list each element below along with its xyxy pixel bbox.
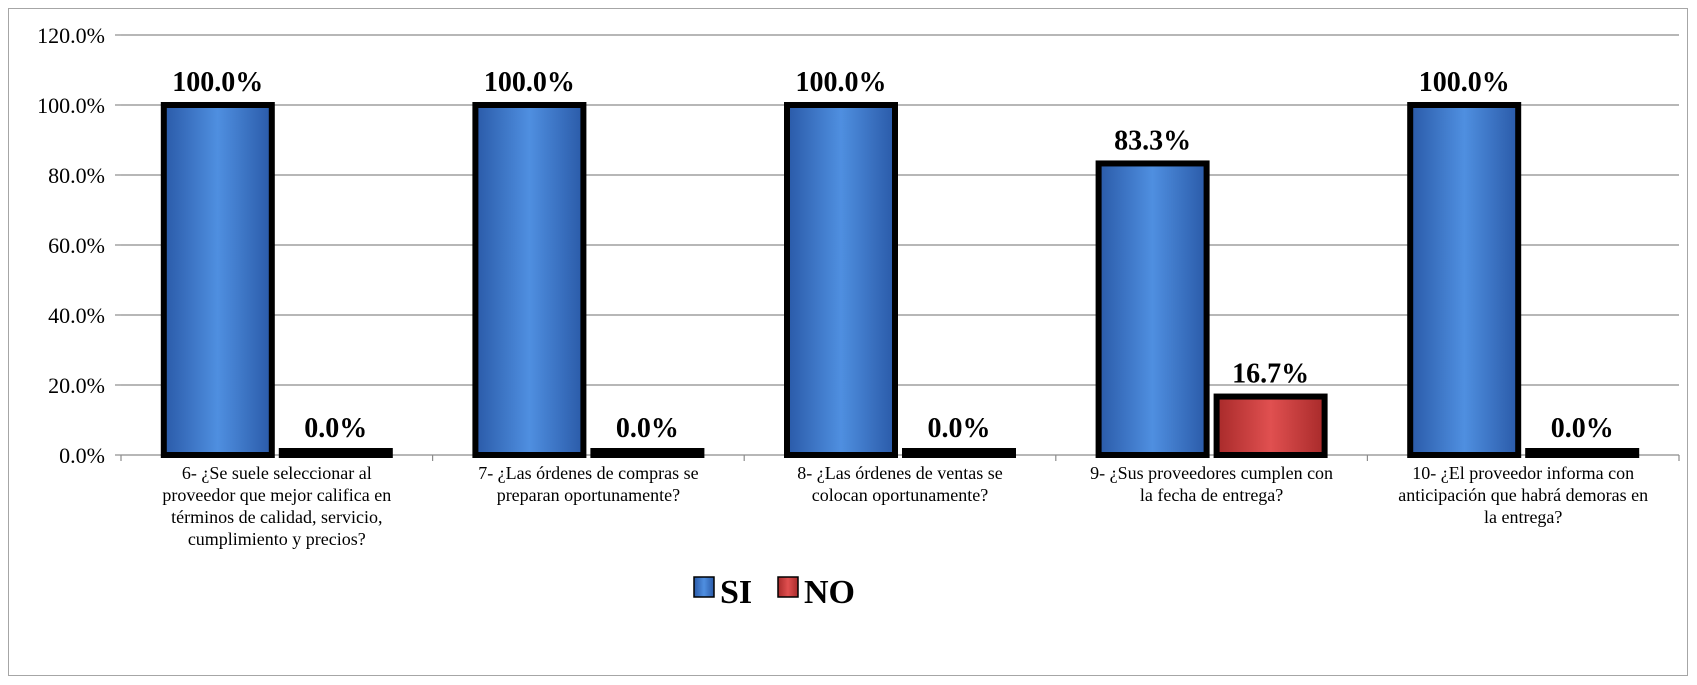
- bar-si-4: [1095, 160, 1210, 458]
- bar-no-2: [590, 448, 705, 458]
- y-tick-label: 80.0%: [48, 163, 105, 188]
- bar-si-2: [472, 102, 587, 458]
- data-label-no-5: 0.0%: [1551, 413, 1614, 444]
- data-label-si-4: 83.3%: [1114, 125, 1191, 156]
- bar-si-3: [784, 102, 898, 458]
- x-category-label: 8- ¿Las órdenes de ventas se colocan opor…: [797, 463, 1002, 505]
- data-label-si-1: 100.0%: [172, 67, 263, 98]
- bar-no-1: [278, 448, 393, 458]
- bar-no-3: [902, 448, 1016, 458]
- y-tick-label: 0.0%: [59, 443, 105, 468]
- bar-no-4: [1213, 393, 1328, 458]
- y-tick-label: 60.0%: [48, 233, 105, 258]
- data-label-si-5: 100.0%: [1419, 67, 1510, 98]
- x-category-label: 10- ¿El proveedor informa con anticipació…: [1398, 463, 1648, 527]
- bar-si-1: [160, 102, 275, 458]
- y-tick-label: 40.0%: [48, 303, 105, 328]
- bar-si-5: [1407, 102, 1522, 458]
- y-tick-label: 100.0%: [37, 93, 105, 118]
- legend-swatch-si: [693, 576, 715, 598]
- data-label-no-3: 0.0%: [928, 413, 991, 444]
- x-category-label: 9- ¿Sus proveedores cumplen con la fecha …: [1090, 463, 1333, 505]
- x-category-label: 6- ¿Se suele seleccionar al proveedor que…: [162, 463, 391, 549]
- y-tick-label: 120.0%: [37, 23, 105, 48]
- data-label-no-4: 16.7%: [1232, 359, 1309, 390]
- x-category-label: 7- ¿Las órdenes de compras se preparan op…: [478, 463, 698, 505]
- bar-no-5: [1525, 448, 1640, 458]
- data-label-si-2: 100.0%: [484, 67, 575, 98]
- legend-swatch-no: [777, 576, 799, 598]
- bar-chart: 0.0% 20.0% 40.0% 60.0% 80.0% 100.0% 120.0% 100…: [37, 23, 1680, 611]
- data-label-no-1: 0.0%: [304, 413, 367, 444]
- legend-label-si: SI: [720, 574, 752, 611]
- legend-label-no: NO: [804, 574, 855, 611]
- chart-frame: 0.0% 20.0% 40.0% 60.0% 80.0% 100.0% 120.0% 100…: [8, 8, 1688, 676]
- data-label-no-2: 0.0%: [616, 413, 679, 444]
- y-tick-label: 20.0%: [48, 373, 105, 398]
- data-label-si-3: 100.0%: [796, 67, 887, 98]
